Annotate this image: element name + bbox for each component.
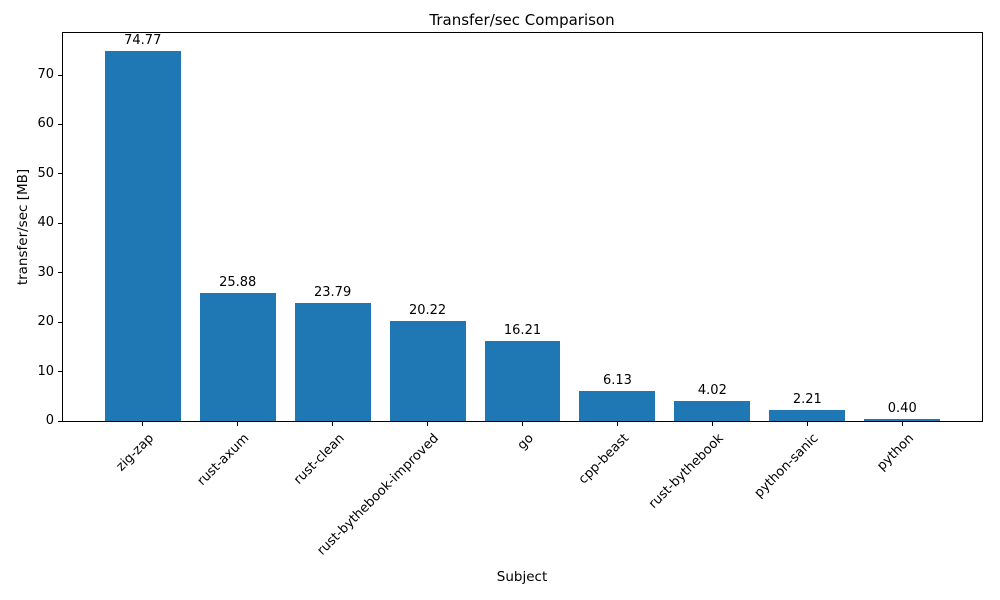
x-tick-label-rust-axum: rust-axum [194,431,253,489]
x-tick-mark [332,422,334,426]
x-tick-label-go: go [515,431,538,454]
y-tick-mark [58,371,62,373]
bar-value-label: 0.40 [887,401,917,417]
bar-value-label: 2.21 [792,392,822,408]
bar-value-label: 20.22 [408,303,447,319]
bar-value-label: 23.79 [314,285,352,301]
x-axis-label: Subject [496,569,548,585]
x-tick-mark [806,422,808,426]
bar-value-label: 74.77 [124,33,162,49]
bar-value-label: 4.02 [697,383,727,399]
y-tick-mark [58,420,62,422]
bar-value-label: 16.21 [503,322,542,338]
x-tick-mark [142,422,144,426]
bar-value-label: 6.13 [602,372,632,388]
y-tick-label: 0 [45,413,54,428]
chart-title: Transfer/sec Comparison [429,11,615,29]
x-tick-label-rust-clean: rust-clean [290,431,348,488]
y-tick-mark [58,74,62,76]
x-tick-label-cpp-beast: cpp-beast [575,431,633,488]
x-tick-label-python: python [874,431,917,474]
bar-value-label: 25.88 [219,275,257,291]
bar-rust-bythebook-improved [389,321,466,421]
y-tick-label: 30 [37,264,54,280]
y-tick-label: 70 [37,67,54,82]
bar-cpp-beast [579,390,656,421]
y-tick-label: 50 [37,165,54,181]
x-tick-label-rust-bythebook: rust-bythebook [646,431,727,512]
y-tick-mark [58,222,62,224]
x-tick-mark [901,422,903,426]
x-tick-mark [616,422,618,426]
x-tick-mark [427,422,429,426]
x-tick-mark [522,422,523,426]
bar-rust-bythebook [674,401,751,421]
y-tick-label: 60 [37,116,54,132]
bar-zig-zap [104,51,181,421]
y-tick-mark [58,173,62,175]
y-tick-label: 20 [37,314,54,330]
x-tick-mark [711,422,713,426]
y-tick-label: 10 [37,363,54,379]
bar-python [864,419,941,421]
bar-rust-clean [294,303,371,421]
bar-rust-axum [199,293,276,421]
bar-python-sanic [769,410,846,421]
x-tick-mark [237,422,239,426]
bar-go [484,340,561,421]
y-tick-label: 40 [37,215,54,231]
y-tick-mark [58,123,62,125]
x-tick-label-python-sanic: python-sanic [751,431,822,501]
x-tick-label-zig-zap: zig-zap [113,431,158,475]
y-tick-mark [58,272,62,274]
y-tick-mark [58,321,62,323]
